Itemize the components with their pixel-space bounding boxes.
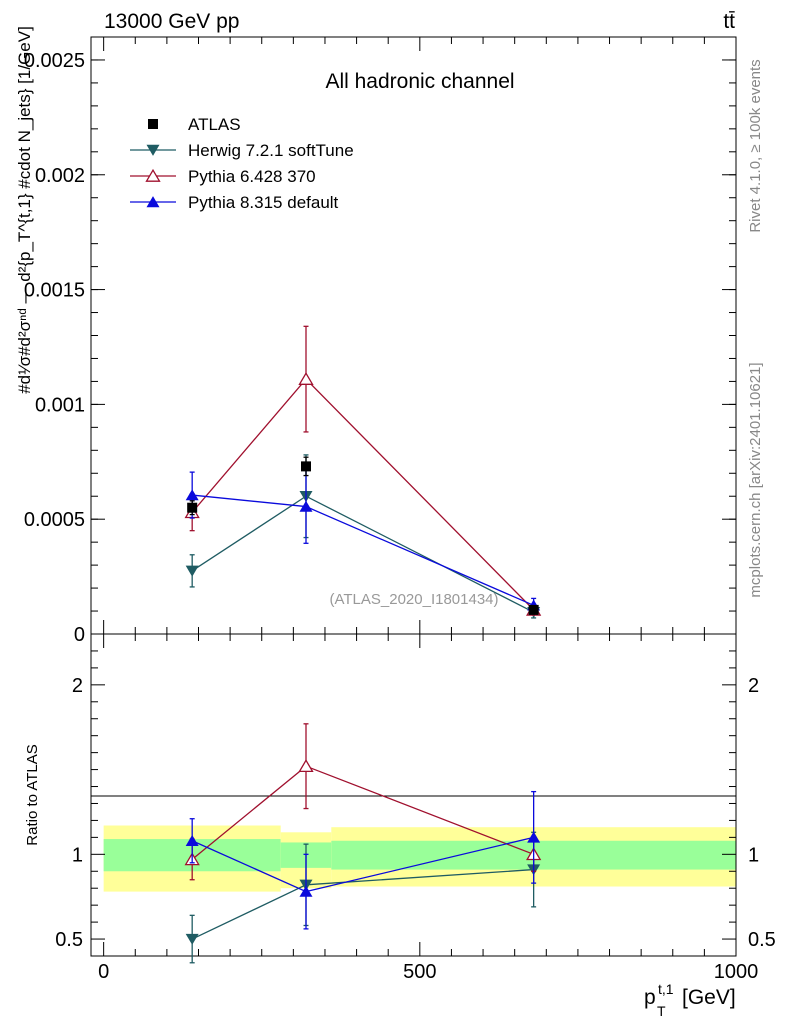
main-atlas-data-point	[187, 502, 198, 513]
legend-label: Pythia 6.428 370	[188, 167, 316, 186]
legend-item: Herwig 7.2.1 softTune	[130, 141, 354, 160]
ratio-xtick-label: 500	[403, 961, 436, 983]
legend-label: ATLAS	[188, 115, 241, 134]
main-ytick-label: 0.0005	[24, 509, 85, 531]
main-series-group	[184, 325, 542, 619]
main-x-ticks	[103, 37, 737, 634]
main-series-line	[191, 378, 535, 611]
main-panel-title: All hadronic channel	[325, 70, 514, 93]
ratio-y-axis-label: Ratio to ATLAS	[24, 744, 41, 845]
legend: ATLAS Herwig 7.2.1 softTune Pythia 6.428 3…	[130, 115, 354, 212]
ratio-ytick-label: 1	[72, 844, 83, 866]
ratio-ytick-label-right: 0.5	[748, 929, 776, 951]
ratio-x-axis: 0 500 1000	[98, 634, 758, 983]
ratio-series-2	[185, 790, 541, 930]
legend-label: Herwig 7.2.1 softTune	[188, 141, 354, 160]
main-panel: 0 0.0005 0.001 0.0015 0.002 0.0025 All hadron…	[15, 26, 737, 646]
ratio-data-point	[185, 933, 199, 945]
ratio-ytick-label: 2	[72, 675, 83, 697]
legend-marker	[146, 144, 160, 156]
ratio-panel: 0.5 0.5 1 1 2 2 0 500 1000 Ratio to ATLAS p T t…	[24, 633, 776, 1019]
main-y-axis-label: #d¹⁄σ#d²σⁿᵈ — d²{p_T^{t,1} #cdot N_jets}…	[15, 26, 34, 394]
ratio-xtick-label: 0	[98, 961, 109, 983]
ratio-data-point	[299, 885, 313, 897]
main-y-axis-label-text: #d¹⁄σ#d²σⁿᵈ — d²{p_T^{t,1} #cdot N_jets}…	[15, 26, 34, 394]
x-axis-label-unit: [GeV]	[682, 986, 736, 1009]
header-right-title: tt̄	[723, 10, 735, 33]
ratio-series-group	[184, 723, 542, 964]
rivet-version-label: Rivet 4.1.0, ≥ 100k events	[747, 59, 764, 232]
ratio-uncertainty-bands	[103, 825, 736, 892]
x-axis-label-main: p	[644, 986, 656, 1009]
legend-item: Pythia 6.428 370	[130, 167, 316, 186]
main-ytick-label: 0.002	[35, 165, 85, 187]
ratio-ytick-label: 0.5	[55, 929, 83, 951]
main-series-line	[192, 494, 534, 606]
ratio-panel-frame	[90, 633, 737, 957]
main-data-point	[185, 565, 199, 577]
main-ytick-label: 0.0025	[24, 50, 85, 72]
main-ytick-label: 0	[74, 624, 85, 646]
ratio-xtick-label: 1000	[714, 961, 759, 983]
ratio-data-point	[527, 831, 541, 843]
header-left-title: 13000 GeV pp	[104, 10, 239, 33]
ratio-ytick-label-right: 1	[748, 844, 759, 866]
main-data-point	[185, 489, 199, 501]
legend-label: Pythia 8.315 default	[188, 193, 339, 212]
ratio-ytick-label-right: 2	[748, 675, 759, 697]
legend-marker	[145, 168, 161, 182]
legend-item: ATLAS	[148, 115, 241, 134]
x-axis-label: p T t,1 [GeV]	[644, 981, 736, 1019]
main-data-point	[298, 371, 314, 385]
legend-marker	[146, 196, 160, 208]
main-atlas-data-point	[528, 604, 539, 615]
main-ytick-label: 0.001	[35, 394, 85, 416]
main-ytick-label: 0.0015	[24, 280, 85, 302]
main-y-axis: 0 0.0005 0.001 0.0015 0.002 0.0025	[24, 36, 736, 646]
ratio-y-axis: 0.5 0.5 1 1 2 2	[55, 650, 776, 951]
x-axis-label-sub: T	[657, 1003, 666, 1019]
ratio-data-point	[298, 759, 314, 773]
watermark-label: (ATLAS_2020_I1801434)	[329, 591, 498, 608]
main-atlas-series-0	[187, 456, 539, 615]
ratio-data-point	[185, 834, 199, 846]
main-series-1	[184, 325, 542, 616]
mcplots-label: mcplots.cern.ch [arXiv:2401.10621]	[747, 362, 764, 597]
main-atlas-data-point	[301, 461, 311, 472]
legend-marker	[148, 119, 158, 129]
main-data-point	[299, 500, 313, 512]
legend-item: Pythia 8.315 default	[130, 193, 339, 212]
x-axis-label-sup: t,1	[658, 981, 674, 997]
